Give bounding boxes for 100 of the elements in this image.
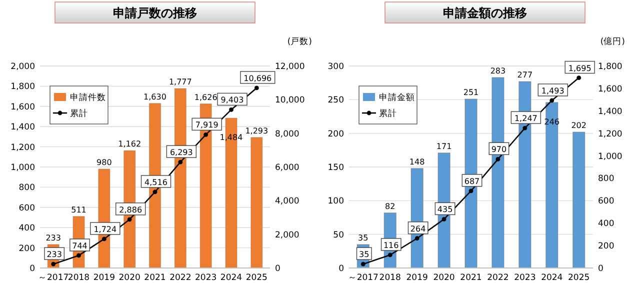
data-label: 148 [409,157,425,166]
data-label: 1,724 [94,224,117,234]
y-tick-label: 200 [18,244,35,254]
y2-tick-label: 6,000 [275,163,300,173]
x-tick-label: 2020 [118,273,140,283]
x-tick-label: 2022 [487,273,509,283]
y-tick-label: 0 [30,264,35,274]
data-label: 264 [410,224,426,234]
data-label: 970 [491,145,507,154]
x-tick-label: 2021 [144,273,166,283]
data-label: 4,516 [144,178,168,187]
x-tick-label: 2025 [246,273,268,283]
x-tick-label: 2018 [68,273,90,283]
y-tick-label: 1,400 [10,122,35,133]
y2-tick-label: 800 [598,174,614,184]
point [152,190,158,194]
y2-tick-label: 12,000 [275,62,305,72]
x-tick-label: 2024 [541,273,563,283]
y2-axis-title: (億円) [600,36,625,47]
y-tick-label: 0 [338,264,344,274]
legend-label: 申請金額 [379,92,415,103]
y2-tick-label: 1,000 [598,152,622,162]
point [496,156,500,162]
y-tick-label: 1,600 [10,102,35,112]
x-tick-label: 2023 [195,273,217,283]
y2-tick-label: 400 [598,219,614,230]
data-label: 511 [71,205,86,214]
chart-title: 申請戸数の推移 [113,6,197,20]
legend-label: 累計 [70,108,88,119]
data-label: 1,493 [541,86,564,96]
bar [250,137,263,268]
y-tick-label: 250 [328,96,344,106]
y-tick-label: 400 [18,224,35,234]
y-tick-label: 1,000 [10,163,35,173]
y2-tick-label: 0 [275,264,280,274]
point [76,253,81,258]
data-label: 171 [436,142,452,151]
x-tick-label: 2025 [568,273,590,283]
y-tick-label: 300 [328,62,344,72]
y-tick-label: 600 [18,203,35,214]
data-label: 1,247 [514,114,538,124]
data-label: 10,696 [244,74,272,83]
data-label: 7,919 [195,120,218,130]
data-label: 6,293 [170,148,193,158]
y2-tick-label: 8,000 [275,129,300,140]
point [388,252,392,258]
data-label: 233 [46,233,61,242]
point [102,236,106,242]
x-tick-label: ～2017 [38,273,69,283]
data-label: 202 [571,120,586,130]
y2-tick-label: 0 [598,264,604,274]
data-label: 1,293 [245,126,268,136]
y2-axis-title: (戸数) [287,36,312,47]
y-tick-label: 50 [333,230,344,240]
x-tick-label: 2023 [514,273,536,283]
data-label: 277 [517,70,533,80]
x-tick-label: 2018 [379,273,401,283]
point [576,76,582,80]
y2-tick-label: 4,000 [275,196,300,207]
y-tick-label: 1,200 [10,142,35,153]
y-tick-label: 150 [328,163,344,173]
y2-tick-label: 1,800 [598,62,622,72]
data-label: 1,695 [568,64,592,73]
x-tick-label: 2024 [220,273,242,283]
data-label: 116 [383,240,399,250]
point [522,126,528,130]
data-label: 1,626 [194,92,218,102]
y-tick-label: 800 [18,183,35,194]
x-tick-label: 2022 [170,273,192,283]
point [360,262,366,266]
data-label: 82 [385,202,396,211]
point [254,86,259,90]
y2-tick-label: 2,000 [275,230,300,240]
bar [572,132,586,268]
y2-tick-label: 1,200 [598,129,622,140]
y2-tick-label: 1,400 [598,106,622,117]
y2-tick-label: 600 [598,196,614,207]
point [442,216,446,222]
x-tick-label: 2021 [460,273,482,283]
data-label: 1,630 [144,92,166,102]
chart-title: 申請金額の推移 [443,6,527,20]
data-label: 2,886 [119,205,142,214]
y2-tick-label: 200 [598,242,614,252]
data-label: 744 [72,241,88,250]
x-tick-label: 2020 [433,273,455,283]
bar [546,102,558,268]
point [51,262,56,266]
data-label: 1,777 [168,78,192,87]
data-label: 435 [437,205,453,214]
y-tick-label: 200 [328,129,344,140]
data-label: 980 [96,158,112,168]
legend-label: 申請件数 [70,92,106,103]
y-tick-label: 100 [328,196,344,207]
x-tick-label: 2019 [93,273,115,283]
data-label: 233 [46,250,62,260]
legend-label: 累計 [379,108,397,119]
y2-tick-label: 1,600 [598,84,622,94]
y2-tick-label: 10,000 [275,96,305,106]
point [229,108,234,112]
point [178,160,183,164]
